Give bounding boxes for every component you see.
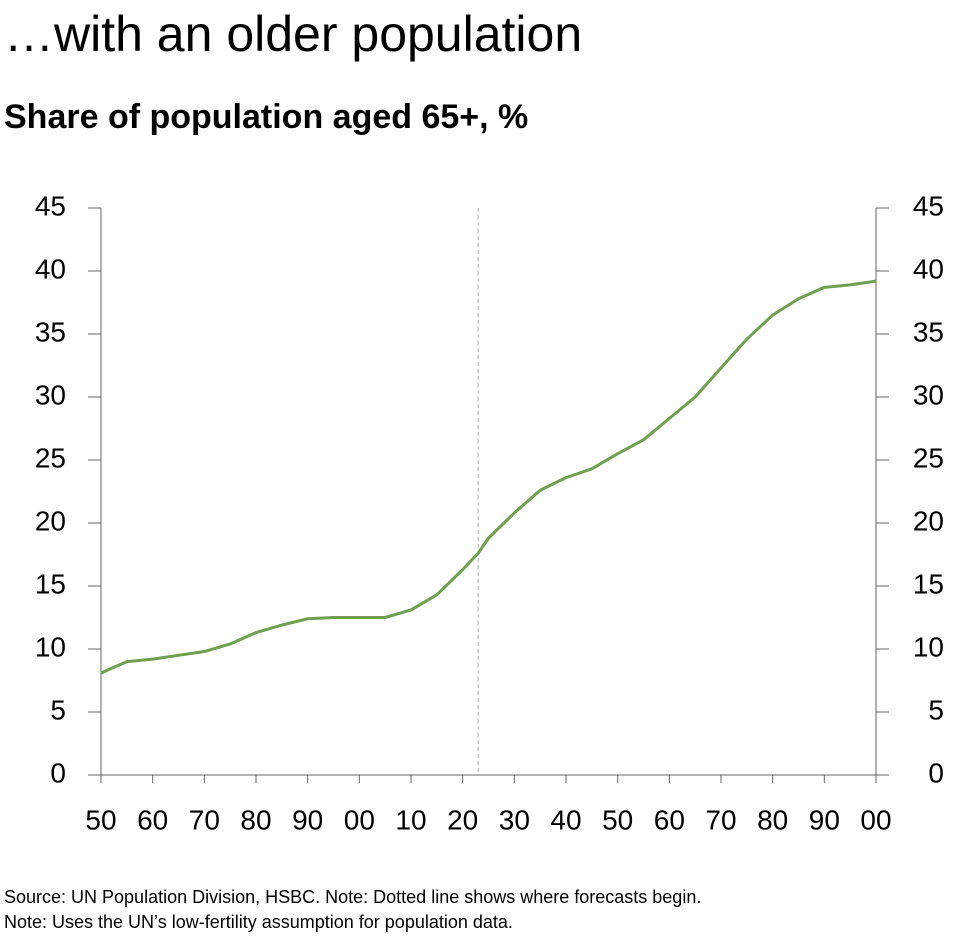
y-tick-label: 35 xyxy=(35,316,66,347)
x-tick-label: 90 xyxy=(292,804,323,835)
x-tick-label: 80 xyxy=(240,804,271,835)
x-tick-label: 70 xyxy=(189,804,220,835)
y-tick-label: 5 xyxy=(50,694,66,725)
x-tick-label: 00 xyxy=(344,804,375,835)
y2-tick-label: 10 xyxy=(913,631,944,662)
y2-tick-label: 5 xyxy=(928,694,944,725)
y2-tick-label: 45 xyxy=(913,190,944,221)
x-tick-label: 50 xyxy=(85,804,116,835)
x-tick-label: 90 xyxy=(809,804,840,835)
x-tick-label: 10 xyxy=(395,804,426,835)
y-tick-label: 45 xyxy=(35,190,66,221)
y2-tick-label: 25 xyxy=(913,442,944,473)
y2-tick-label: 40 xyxy=(913,253,944,284)
x-tick-label: 50 xyxy=(602,804,633,835)
y-tick-label: 10 xyxy=(35,631,66,662)
chart-subtitle: Share of population aged 65+, % xyxy=(4,98,528,136)
y2-tick-label: 20 xyxy=(913,505,944,536)
x-tick-label: 20 xyxy=(447,804,478,835)
y2-tick-label: 0 xyxy=(928,757,944,788)
y-tick-label: 15 xyxy=(35,568,66,599)
y-tick-label: 30 xyxy=(35,379,66,410)
footnote: Note: Uses the UN’s low-fertility assump… xyxy=(4,912,513,932)
y-tick-label: 0 xyxy=(50,757,66,788)
y2-tick-label: 30 xyxy=(913,379,944,410)
y-tick-label: 40 xyxy=(35,253,66,284)
x-tick-label: 40 xyxy=(550,804,581,835)
x-tick-label: 80 xyxy=(757,804,788,835)
footnote: Source: UN Population Division, HSBC. No… xyxy=(4,887,701,907)
data-line xyxy=(100,279,877,675)
x-tick-label: 60 xyxy=(137,804,168,835)
y2-tick-label: 15 xyxy=(913,568,944,599)
y2-tick-label: 35 xyxy=(913,316,944,347)
chart-title: …with an older population xyxy=(4,6,582,62)
x-tick-label: 30 xyxy=(499,804,530,835)
x-tick-label: 60 xyxy=(654,804,685,835)
x-tick-label: 70 xyxy=(705,804,736,835)
x-tick-label: 00 xyxy=(860,804,891,835)
y-tick-label: 20 xyxy=(35,505,66,536)
y-tick-label: 25 xyxy=(35,442,66,473)
